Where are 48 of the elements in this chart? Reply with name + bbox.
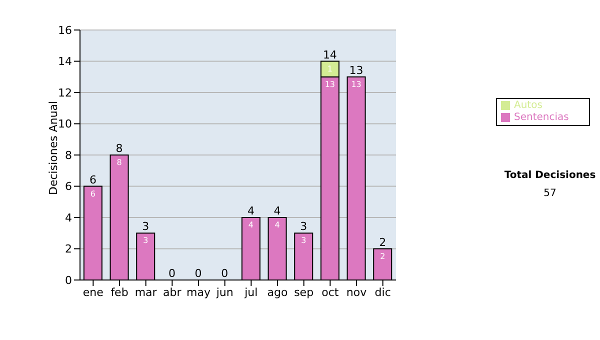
data-label: 3 — [143, 236, 148, 246]
data-label: 2 — [380, 252, 386, 261]
total-label: 0 — [194, 267, 202, 280]
x-tick-label: ene — [82, 286, 104, 299]
total-label: 6 — [89, 173, 96, 186]
data-label: 6 — [90, 189, 96, 198]
x-tick-label: dic — [374, 286, 391, 299]
total-label: 4 — [247, 204, 254, 218]
legend-label: Sentencias — [514, 112, 569, 123]
total-label: 4 — [274, 204, 281, 218]
x-tick-label: nov — [346, 286, 368, 299]
total-label: 3 — [142, 220, 150, 234]
y-axis-title: Decisiones Anual — [46, 100, 60, 195]
x-tick-label: feb — [110, 286, 128, 299]
x-tick-label: mar — [134, 286, 158, 299]
total-label: 0 — [221, 267, 228, 280]
total-label: 8 — [116, 142, 123, 155]
total-label: 2 — [379, 236, 386, 249]
data-label: 4 — [274, 220, 280, 230]
total-label: 0 — [168, 267, 176, 280]
y-tick-label: 8 — [65, 148, 72, 162]
x-tick-label: oct — [322, 286, 340, 299]
y-tick-label: 14 — [58, 55, 72, 68]
legend-label: Autos — [514, 100, 542, 111]
data-label: 3 — [301, 236, 306, 246]
y-tick-label: 12 — [58, 86, 72, 100]
data-label: 4 — [248, 220, 254, 230]
text: Total Decisiones — [503, 170, 597, 181]
y-tick-label: 16 — [58, 24, 72, 37]
data-label: 13 — [351, 80, 362, 89]
x-tick-label: abr — [163, 286, 182, 299]
data-label: 13 — [324, 80, 336, 89]
total-label: 13 — [349, 64, 364, 77]
data-label: 8 — [116, 158, 122, 167]
y-tick-label: 2 — [65, 242, 72, 256]
text: 57 — [542, 188, 558, 199]
x-tick-label: ago — [267, 286, 288, 299]
y-tick-label: 0 — [65, 274, 72, 287]
x-tick-label: sep — [294, 286, 314, 299]
y-tick-label: 4 — [65, 211, 72, 224]
y-tick-label: 6 — [65, 180, 72, 194]
total-label: 3 — [300, 220, 308, 234]
data-label: 1 — [327, 64, 332, 74]
x-tick-label: jul — [244, 286, 258, 299]
y-tick-label: 10 — [58, 118, 72, 131]
total-label: 14 — [322, 48, 337, 62]
x-tick-label: may — [186, 286, 211, 299]
x-tick-label: jun — [215, 286, 234, 299]
